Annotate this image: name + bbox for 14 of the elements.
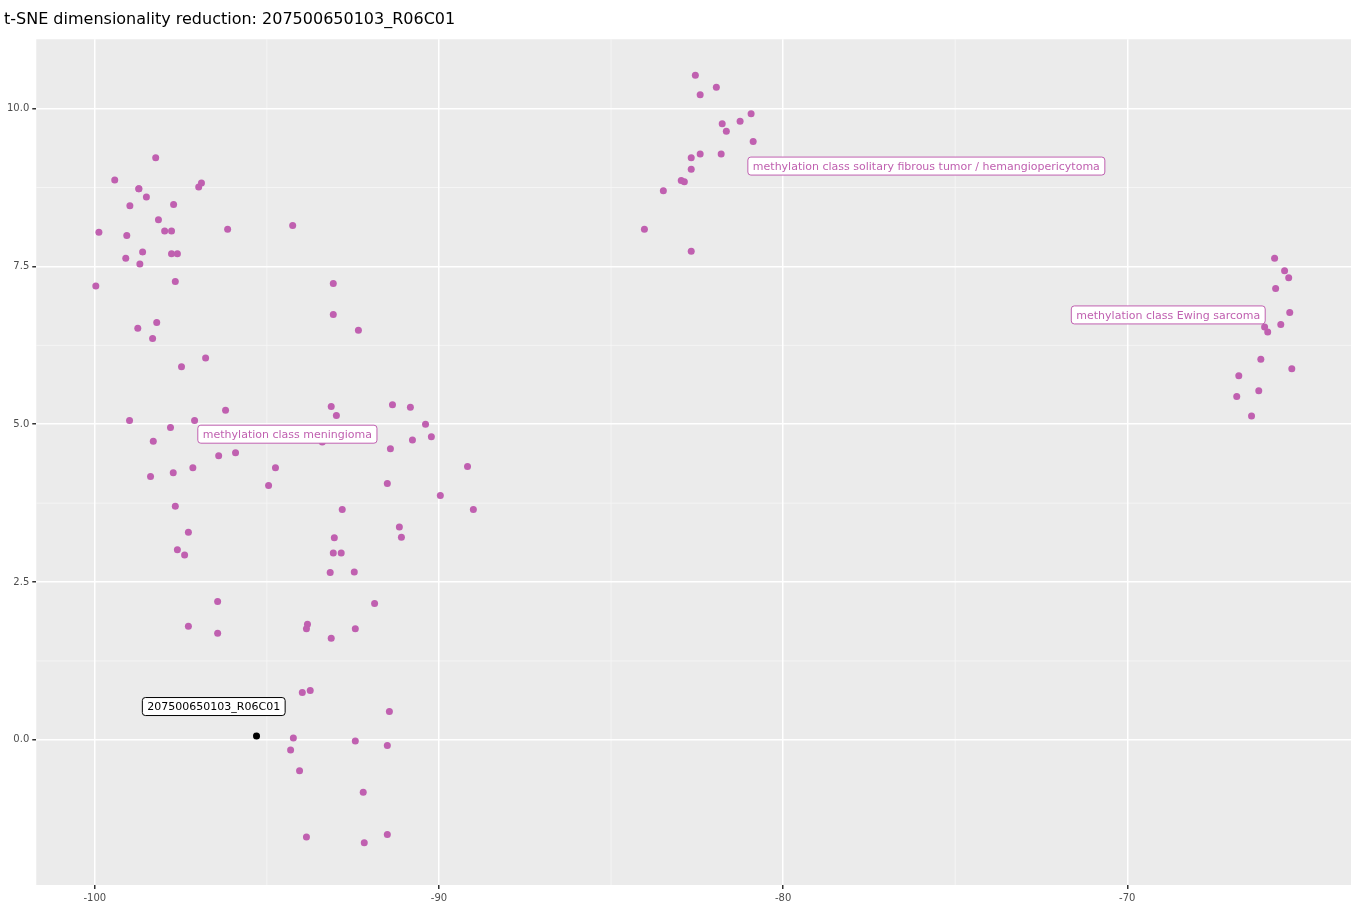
chart-title: t-SNE dimensionality reduction: 207500650103_R06C01 (4, 8, 456, 29)
x-tick-label: -100 (83, 891, 107, 903)
annotation: 207500650103_R06C01 (147, 700, 281, 714)
y-tick-label: 5.0 (13, 417, 30, 429)
annotation: methylation class solitary fibrous tumor / hemangiopericytoma (752, 159, 1100, 173)
y-tick-label: 2.5 (13, 575, 30, 587)
y-tick-label: 10.0 (7, 102, 30, 114)
annotation: methylation class meningioma (202, 428, 372, 442)
x-tick-label: -80 (774, 891, 792, 903)
y-tick-label: 0.0 (13, 733, 30, 745)
x-tick-label: -70 (1119, 891, 1136, 903)
x-tick-label: -90 (430, 891, 448, 903)
y-tick-label: 7.5 (13, 260, 30, 272)
annotation: methylation class Ewing sarcoma (1076, 308, 1261, 322)
